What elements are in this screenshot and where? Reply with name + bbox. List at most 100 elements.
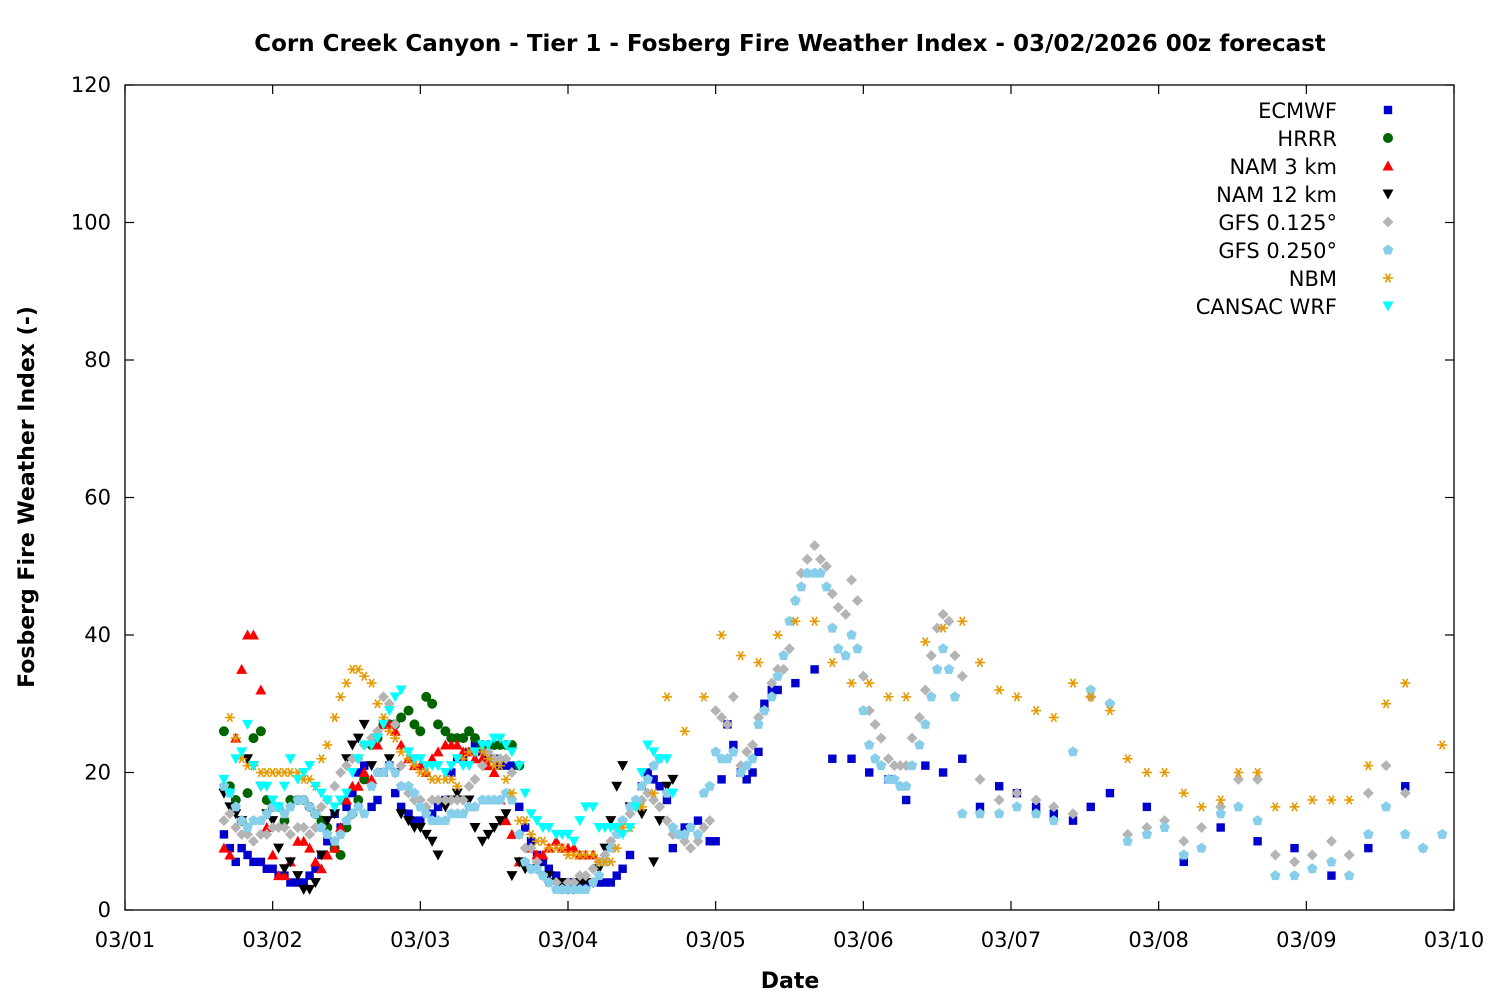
data-point — [329, 780, 341, 792]
data-point — [796, 581, 807, 592]
data-point — [1232, 773, 1244, 785]
data-point — [403, 705, 414, 716]
data-point — [727, 691, 739, 703]
data-point — [1343, 849, 1355, 861]
data-point — [865, 768, 874, 777]
data-points — [218, 540, 1448, 895]
data-point — [863, 678, 876, 689]
data-point — [711, 837, 720, 846]
data-point — [931, 663, 943, 674]
data-point — [255, 684, 267, 695]
data-point — [1177, 788, 1190, 799]
data-point — [734, 650, 747, 661]
data-point — [1030, 705, 1042, 716]
series-nbm — [224, 616, 1448, 867]
data-point — [358, 719, 370, 730]
x-tick-label: 03/03 — [390, 928, 451, 952]
data-point — [958, 754, 967, 763]
data-point — [851, 595, 863, 607]
data-point — [1269, 801, 1282, 812]
data-point — [938, 768, 948, 777]
data-point — [1196, 842, 1207, 853]
data-point — [919, 636, 932, 647]
data-point — [1215, 808, 1226, 819]
data-point — [1269, 849, 1281, 861]
legend-marker — [1382, 216, 1394, 228]
data-point — [1253, 837, 1262, 846]
data-point — [852, 643, 863, 654]
data-point — [754, 747, 763, 757]
data-point — [826, 657, 839, 668]
data-point — [809, 540, 821, 552]
data-point — [1086, 802, 1095, 812]
legend-marker — [1382, 301, 1394, 312]
legend-marker — [1382, 160, 1394, 171]
data-point — [1290, 843, 1299, 853]
data-point — [249, 857, 258, 867]
data-point — [661, 691, 673, 702]
data-point — [791, 678, 800, 688]
y-tick-label: 100 — [71, 211, 111, 235]
x-tick-label: 03/10 — [1424, 928, 1485, 952]
data-point — [882, 691, 895, 702]
x-tick-label: 03/08 — [1128, 928, 1189, 952]
data-point — [426, 836, 438, 847]
data-point — [1436, 828, 1448, 839]
data-point — [506, 871, 518, 882]
data-point — [949, 650, 961, 662]
data-point — [1233, 801, 1244, 812]
data-point — [1195, 822, 1207, 833]
legend-marker — [1382, 244, 1394, 255]
legend-marker — [1382, 189, 1394, 200]
data-point — [715, 629, 728, 641]
data-point — [224, 712, 236, 723]
data-point — [1067, 678, 1079, 689]
data-point — [1325, 794, 1338, 806]
data-point — [914, 739, 925, 750]
data-point — [1417, 842, 1429, 853]
data-point — [334, 691, 347, 702]
data-point — [993, 808, 1005, 819]
data-point — [949, 691, 961, 702]
data-point — [1104, 698, 1116, 709]
data-point — [993, 684, 1005, 696]
legend-marker — [1383, 105, 1393, 115]
data-point — [704, 780, 715, 791]
data-point — [773, 685, 782, 695]
x-tick-label: 03/04 — [538, 928, 599, 952]
data-point — [242, 719, 254, 730]
data-point — [278, 781, 290, 792]
data-point — [845, 678, 858, 689]
data-point — [900, 691, 912, 702]
data-point — [710, 746, 721, 757]
legend-label: GFS 0.250° — [1218, 239, 1337, 263]
data-point — [340, 678, 353, 689]
data-point — [328, 712, 341, 723]
data-point — [611, 781, 623, 792]
data-point — [1362, 787, 1374, 799]
data-point — [1178, 835, 1190, 847]
x-tick-label: 03/06 — [833, 928, 894, 952]
data-point — [1142, 802, 1152, 812]
data-point — [1158, 767, 1171, 778]
legend-label: HRRR — [1277, 127, 1337, 151]
x-axis-label: Date — [761, 969, 820, 994]
data-point — [1380, 760, 1392, 772]
legend-label: NAM 12 km — [1216, 183, 1337, 207]
legend-label: CANSAC WRF — [1196, 295, 1337, 319]
data-point — [1306, 794, 1319, 806]
data-point — [901, 795, 911, 805]
data-point — [587, 802, 599, 813]
data-point — [321, 739, 334, 751]
data-point — [371, 698, 384, 709]
data-point — [1380, 698, 1392, 709]
data-point — [925, 650, 937, 662]
data-point — [1122, 835, 1133, 846]
data-point — [832, 602, 844, 613]
data-point — [242, 788, 253, 799]
data-point — [753, 718, 764, 729]
data-point — [1067, 746, 1079, 757]
data-point — [568, 836, 580, 847]
data-point — [956, 616, 969, 627]
data-point — [906, 760, 918, 771]
